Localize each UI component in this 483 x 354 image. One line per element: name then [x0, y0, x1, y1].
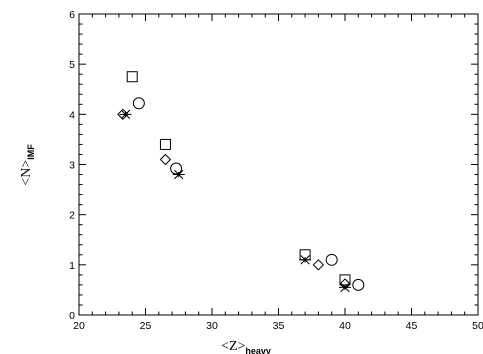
- x-axis-subscript: heavy: [245, 346, 271, 354]
- y-tick-label: 5: [69, 59, 75, 71]
- y-tick-label: 2: [69, 210, 75, 222]
- square-marker: [159, 138, 171, 150]
- diamond-marker: [159, 153, 172, 166]
- y-axis-subscript: IMF: [26, 144, 36, 160]
- circle-marker: [325, 253, 338, 266]
- x-tick-label: 20: [73, 320, 85, 332]
- x-axis-label: <Z>: [221, 339, 245, 354]
- y-tick-label: 1: [69, 260, 75, 272]
- square-marker: [126, 71, 138, 83]
- y-axis-label: <N>: [19, 160, 34, 186]
- y-axis-title: <N>IMF: [19, 144, 36, 186]
- y-tick-label: 6: [69, 9, 75, 21]
- x-axis-title: <Z>heavy: [221, 339, 271, 354]
- y-axis-ticks: 0 1 2 3 4 5 6: [69, 9, 478, 322]
- y-tick-label: 0: [69, 310, 75, 322]
- circle-marker: [352, 278, 365, 291]
- circle-marker: [132, 97, 145, 110]
- plot-border: [78, 13, 479, 316]
- data-markers: [117, 71, 365, 293]
- diamond-marker: [117, 108, 129, 121]
- x-tick-label: 40: [339, 320, 351, 332]
- star-marker: [172, 169, 185, 180]
- y-tick-label: 3: [69, 160, 75, 172]
- y-tick-label: 4: [69, 109, 75, 121]
- x-tick-label: 30: [206, 320, 218, 332]
- x-tick-label: 35: [273, 320, 285, 332]
- x-axis-ticks: 20 25 30 35 40 45 50: [73, 14, 483, 332]
- diamond-marker: [312, 259, 325, 271]
- plot-frame: [78, 13, 479, 316]
- star-marker: [299, 255, 312, 265]
- star-marker: [339, 282, 351, 293]
- x-tick-label: 25: [140, 320, 152, 332]
- star-marker: [119, 109, 132, 120]
- x-tick-label: 45: [406, 320, 418, 332]
- circle-marker: [170, 162, 183, 175]
- x-tick-label: 50: [472, 320, 483, 332]
